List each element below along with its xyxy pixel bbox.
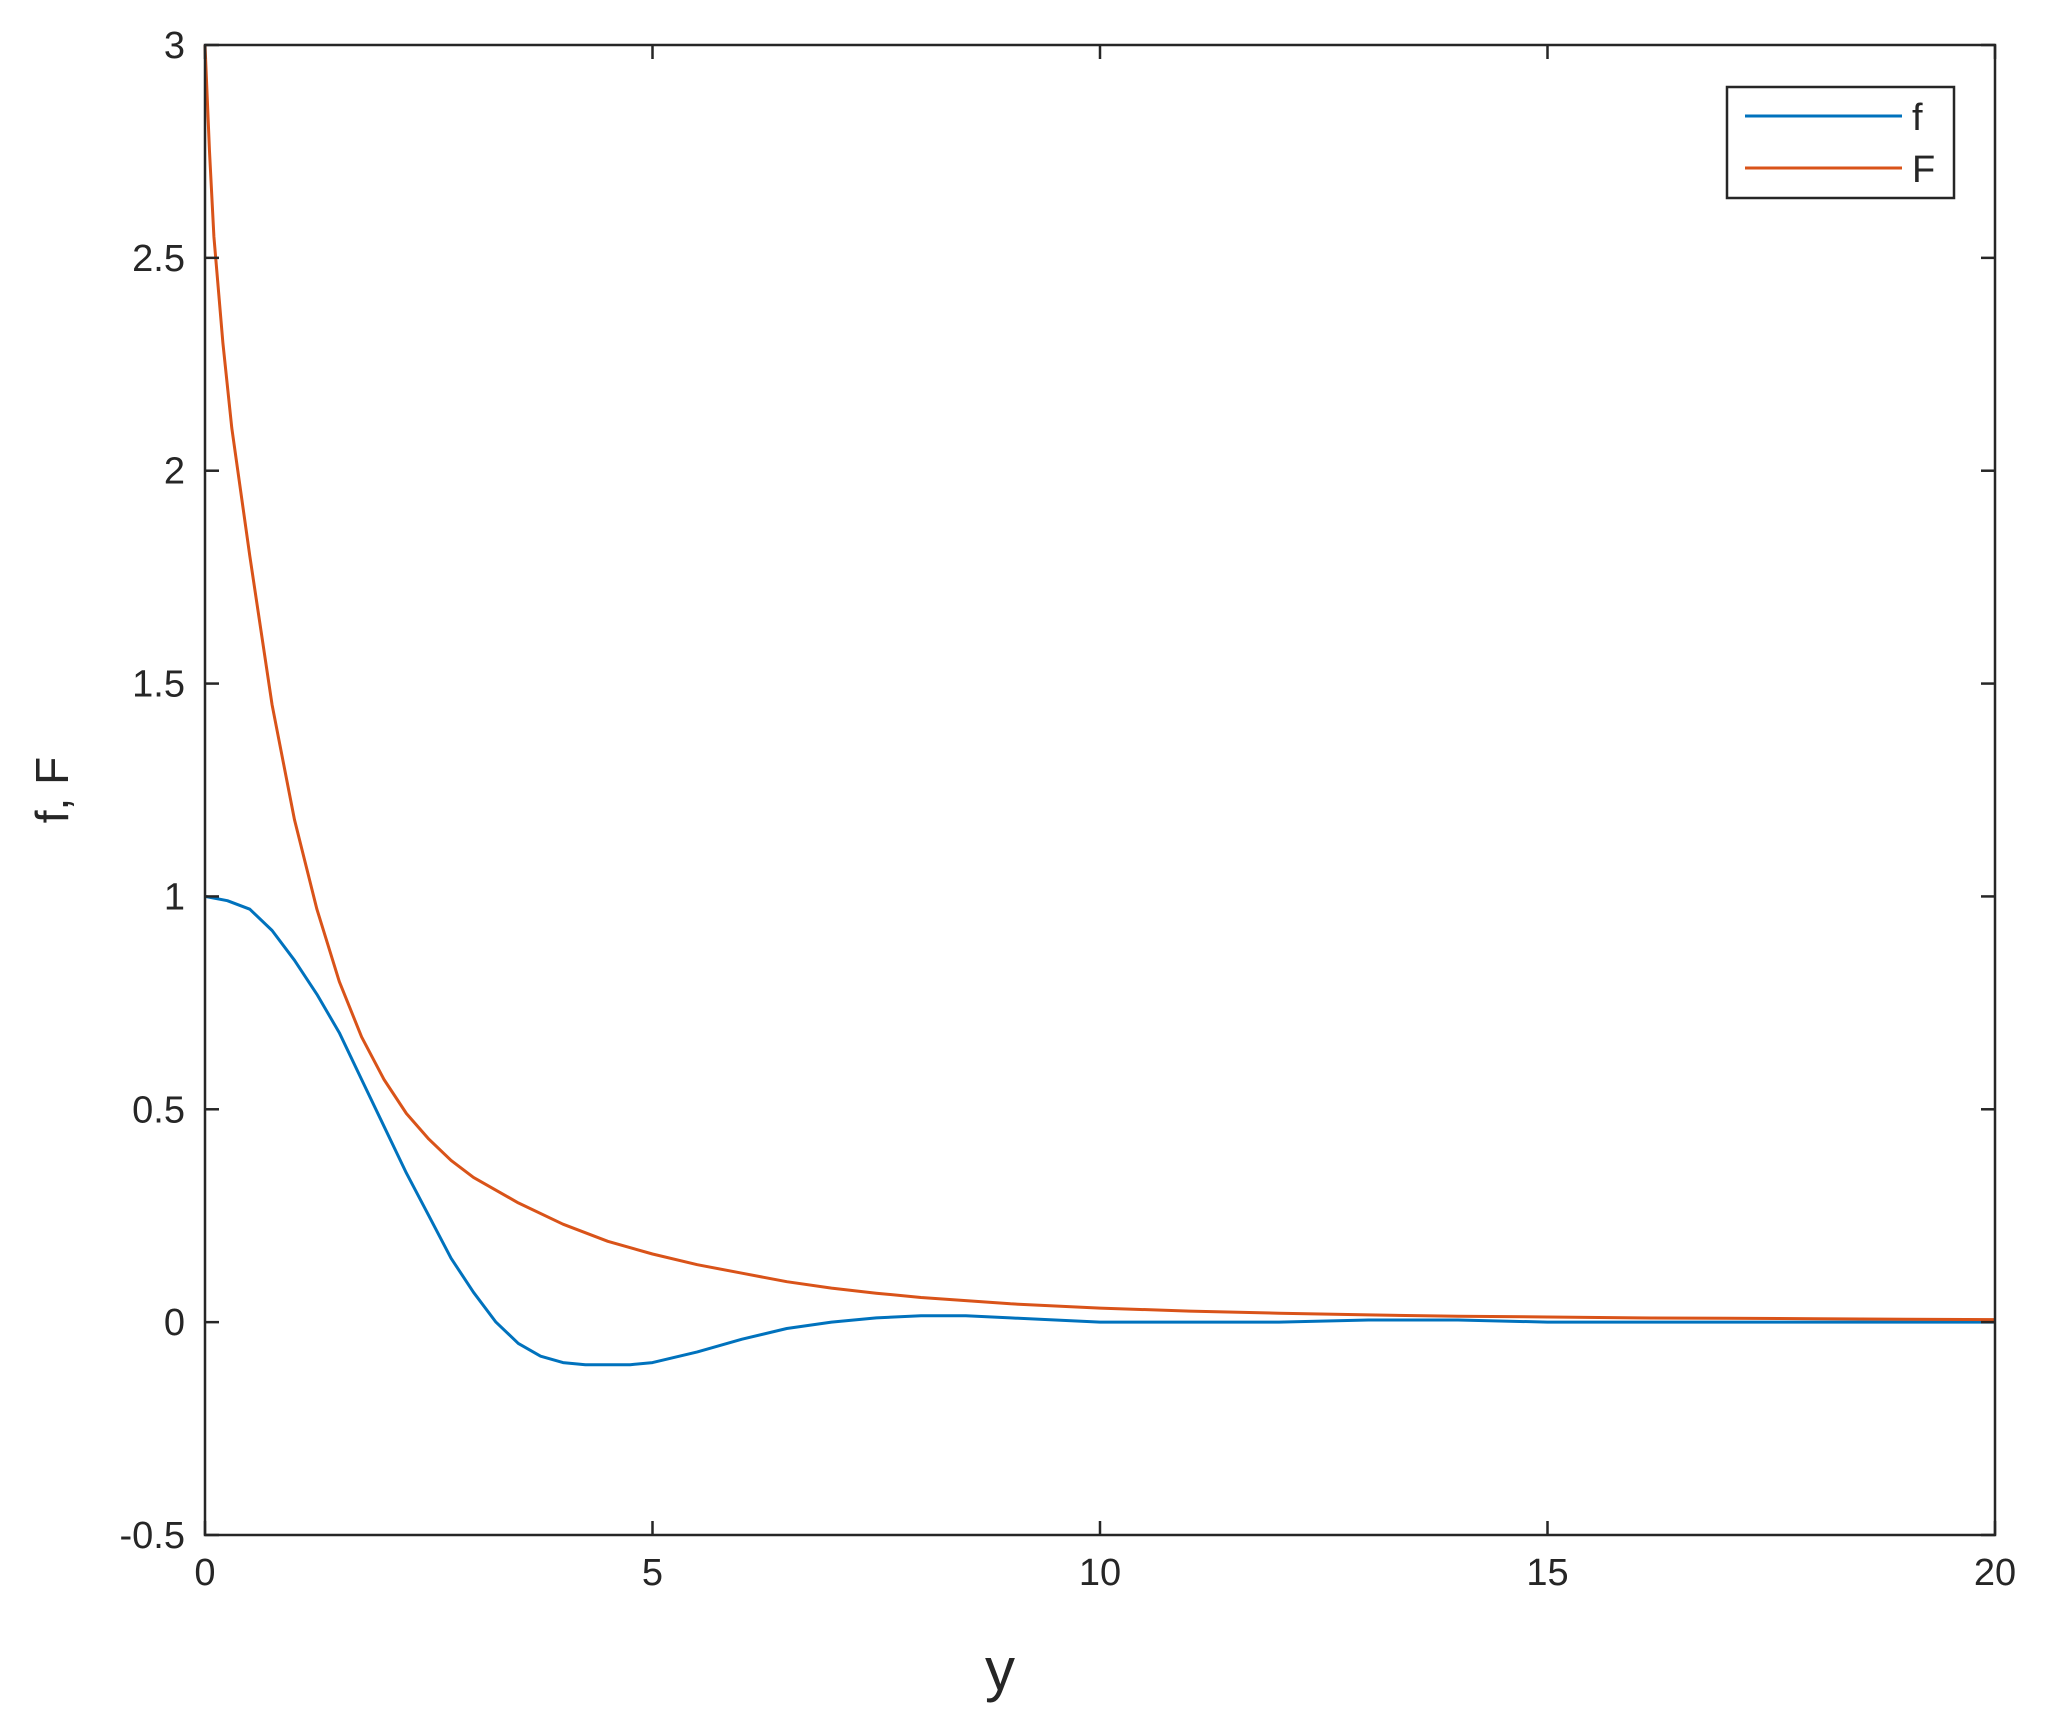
y-tick-label: 3 xyxy=(164,25,185,67)
y-tick-label: 2 xyxy=(164,451,185,493)
legend-label-f: f xyxy=(1912,97,1923,139)
x-axis-label: y xyxy=(985,1636,1015,1703)
legend: f F xyxy=(1725,85,1956,200)
series-layer xyxy=(203,44,1996,1367)
y-tick-label: 1 xyxy=(164,876,185,918)
legend-box xyxy=(1725,85,1956,200)
y-tick-label: -0.5 xyxy=(120,1515,185,1557)
y-tick-label: 0 xyxy=(164,1302,185,1344)
y-tick-label: 0.5 xyxy=(132,1089,185,1131)
axis-ticks xyxy=(203,43,1997,1537)
x-tick-label: 15 xyxy=(1526,1552,1568,1594)
series-line-f xyxy=(204,894,1995,1367)
series-line-F xyxy=(203,44,1996,1322)
legend-label-F: F xyxy=(1912,149,1935,191)
x-tick-label: 0 xyxy=(194,1552,215,1594)
x-tick-label: 5 xyxy=(642,1552,663,1594)
y-axis-label: f, F xyxy=(26,757,78,823)
y-tick-label: 1.5 xyxy=(132,664,185,706)
axis-tick-labels: 0 5 10 15 20-0.500.511.522.53 xyxy=(120,25,2017,1594)
x-tick-label: 10 xyxy=(1079,1552,1121,1594)
plot-background xyxy=(205,45,1995,1535)
y-tick-label: 2.5 xyxy=(132,238,185,280)
x-tick-label: 20 xyxy=(1974,1552,2016,1594)
